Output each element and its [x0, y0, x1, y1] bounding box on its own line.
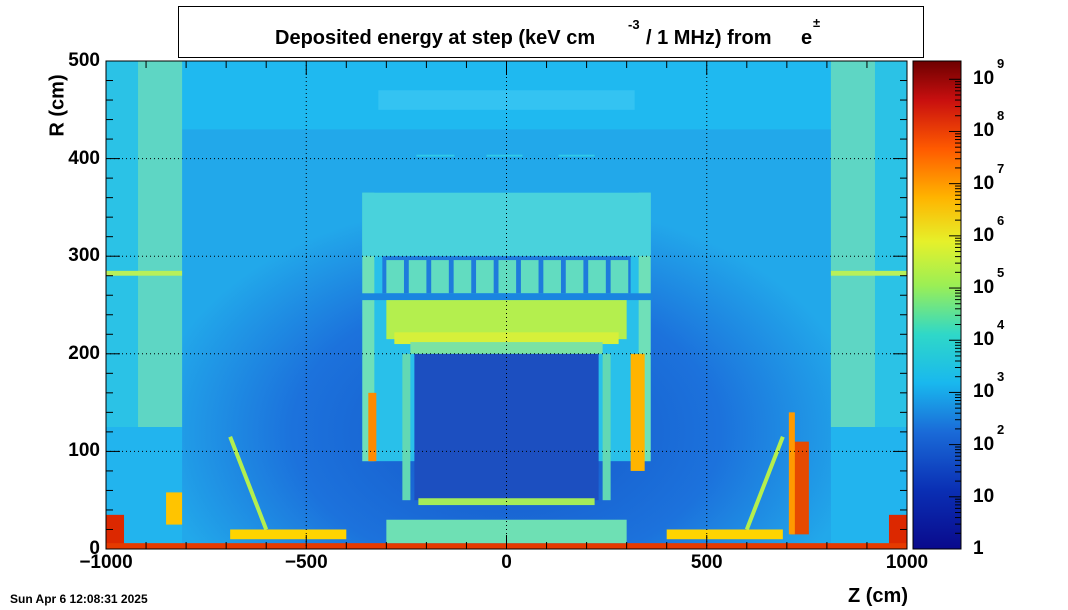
module-cell: [588, 260, 606, 294]
module-cell: [431, 260, 449, 294]
title-rest: / 1 MHz) from: [646, 27, 772, 49]
module-cell: [543, 260, 561, 294]
x-tick-label: −1000: [79, 552, 133, 573]
y-axis-label: R (cm): [46, 74, 69, 137]
left-corner-hot: [106, 514, 125, 545]
colorbar-tick-exponent: 2: [997, 421, 1005, 437]
right-hot-block: [790, 441, 809, 535]
x-tick-label: 1000: [885, 552, 929, 573]
chart-title-box: Deposited energy at step (keV cm -3 / 1 …: [178, 6, 924, 58]
right-endcap-inner: [874, 61, 907, 427]
right-endcap-line: [830, 270, 907, 276]
title-particle-sup: ±: [813, 15, 821, 30]
left-floor-strip: [230, 529, 347, 540]
bright-band-edge: [394, 332, 619, 345]
chart-title: Deposited energy at step (keV cm: [275, 27, 595, 50]
right-diagonal-support: [744, 436, 785, 531]
cavity-left-wall: [402, 353, 411, 501]
colorbar-tick-label: 10: [973, 224, 995, 246]
colorbar-tick-label: 1: [973, 538, 984, 559]
module-cell: [565, 260, 584, 294]
colorbar-tick-exponent: 5: [997, 265, 1005, 281]
center-floor: [386, 519, 627, 544]
top-structure: [378, 90, 635, 110]
module-cell: [520, 260, 539, 294]
timestamp: Sun Apr 6 12:08:31 2025: [10, 592, 148, 606]
x-tick-label: 0: [501, 552, 512, 573]
x-axis-label: Z (cm): [848, 585, 908, 607]
title-particle: e: [801, 27, 813, 49]
module-cell: [498, 260, 517, 294]
crossbar: [360, 293, 653, 301]
title-exponent: -3: [628, 17, 640, 32]
colorbar-tick-label: 10: [973, 172, 995, 194]
left-endcap-inner: [106, 61, 139, 427]
colorbar-tick-exponent: 9: [997, 56, 1005, 72]
colorbar-tick-label: 10: [973, 485, 995, 507]
cavity-right-wall: [602, 353, 611, 501]
colorbar-tick-exponent: 6: [997, 212, 1005, 228]
x-tick-label: −500: [284, 552, 328, 573]
inner-cavity: [414, 353, 599, 501]
colorbar-tick-label: 10: [973, 433, 995, 455]
colorbar-tick-exponent: 7: [997, 160, 1005, 176]
y-tick-label: 400: [68, 147, 100, 169]
left-block: [166, 492, 183, 525]
left-hot-strip: [368, 392, 377, 462]
colorbar-tick-label: 10: [973, 277, 995, 299]
left-endcap-line: [106, 270, 183, 276]
title-main: Deposited energy at step (keV cm: [275, 27, 596, 49]
barrel-roof: [362, 192, 651, 257]
y-tick-label: 0: [89, 538, 100, 559]
top-line-1: [416, 154, 455, 157]
colorbar-tick-exponent: 4: [997, 317, 1005, 333]
right-hot-edge: [788, 412, 795, 535]
colorbar-tick-exponent: 8: [997, 108, 1005, 124]
right-floor-strip: [666, 529, 783, 540]
y-tick-label: 500: [68, 50, 100, 71]
cavity-top: [410, 342, 603, 354]
module-cell: [610, 260, 629, 294]
left-diagonal-support: [228, 436, 269, 531]
right-corner-hot: [888, 514, 907, 545]
module-cell: [408, 260, 427, 294]
colorbar-tick-label: 10: [973, 68, 995, 90]
colorbar-gradient: [912, 60, 962, 550]
colorbar: [912, 60, 962, 550]
y-tick-label: 300: [68, 245, 100, 267]
right-hot-strip: [630, 353, 645, 471]
colorbar-tick-label: 10: [973, 381, 995, 403]
y-tick-label: 200: [68, 342, 100, 364]
module-cell: [476, 260, 494, 294]
top-line-2: [486, 154, 523, 157]
top-line-3: [558, 154, 595, 157]
colorbar-tick-label: 10: [973, 120, 995, 142]
module-cell: [453, 260, 472, 294]
x-tick-label: 500: [690, 552, 723, 573]
module-cell: [386, 260, 404, 294]
axes: [105, 60, 908, 550]
colorbar-tick-label: 10: [973, 329, 995, 351]
y-tick-label: 100: [68, 440, 100, 462]
colorbar-tick-exponent: 3: [997, 369, 1005, 385]
